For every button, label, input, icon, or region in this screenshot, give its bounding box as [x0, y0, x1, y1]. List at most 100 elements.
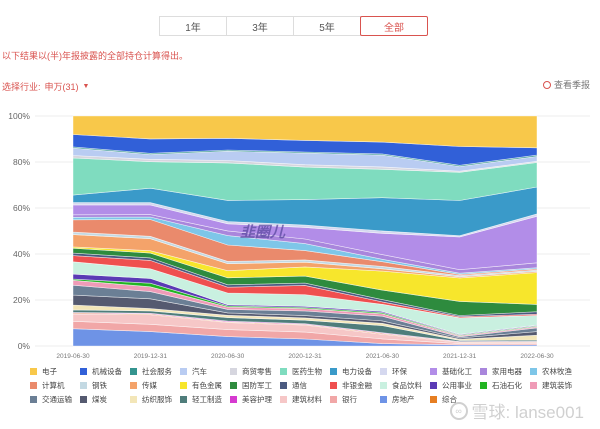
- legend-swatch: [480, 382, 487, 389]
- legend-swatch: [430, 396, 437, 403]
- legend-swatch: [180, 368, 187, 375]
- legend-swatch: [380, 396, 387, 403]
- site-watermark: ∞ 雪球: lanse001: [449, 398, 584, 423]
- legend-item[interactable]: 非银金融: [330, 380, 380, 391]
- legend-swatch: [230, 368, 237, 375]
- area-series: [72, 115, 538, 149]
- legend-item[interactable]: 轻工制造: [180, 394, 230, 405]
- legend-item[interactable]: 环保: [380, 366, 430, 377]
- notice-text: 以下结果以(半)年报披露的全部持仓计算得出。: [2, 51, 188, 61]
- legend-label: 商贸零售: [242, 367, 272, 376]
- x-tick-label: 2021-12-31: [443, 353, 477, 360]
- legend-label: 汽车: [192, 367, 207, 376]
- xueqiu-logo-icon: ∞: [449, 401, 468, 420]
- legend-label: 综合: [442, 395, 457, 404]
- legend-item[interactable]: 房地产: [380, 394, 430, 405]
- legend-label: 医药生物: [292, 367, 322, 376]
- tab-all[interactable]: 全部: [360, 16, 428, 36]
- legend-swatch: [80, 396, 87, 403]
- legend-label: 传媒: [142, 381, 157, 390]
- y-tick-label: 80%: [13, 157, 30, 167]
- legend-swatch: [180, 396, 187, 403]
- legend-label: 煤炭: [92, 395, 107, 404]
- legend-item[interactable]: 石油石化: [480, 380, 530, 391]
- industry-selector[interactable]: 选择行业: 申万(31) ▼: [2, 80, 89, 93]
- legend-item[interactable]: 通信: [280, 380, 330, 391]
- y-tick-label: 60%: [13, 203, 30, 213]
- report-toggle-label: 查看季报: [553, 80, 590, 90]
- legend-swatch: [280, 396, 287, 403]
- legend-item[interactable]: 汽车: [180, 366, 230, 377]
- legend-swatch: [180, 382, 187, 389]
- radio-icon[interactable]: [542, 80, 551, 89]
- legend-swatch: [330, 382, 337, 389]
- legend-swatch: [230, 382, 237, 389]
- period-tabs: 1年 3年 5年 全部: [159, 16, 428, 36]
- legend-swatch: [480, 368, 487, 375]
- legend-swatch: [330, 396, 337, 403]
- legend-item[interactable]: 社会服务: [130, 366, 180, 377]
- legend-label: 计算机: [42, 381, 65, 390]
- legend-item[interactable]: 综合: [430, 394, 480, 405]
- legend-label: 农林牧渔: [542, 367, 572, 376]
- legend-item[interactable]: 银行: [330, 394, 380, 405]
- legend-item[interactable]: 传媒: [130, 380, 180, 391]
- legend-item[interactable]: 有色金属: [180, 380, 230, 391]
- legend-swatch: [280, 368, 287, 375]
- legend-swatch: [130, 396, 137, 403]
- legend-item[interactable]: 电力设备: [330, 366, 380, 377]
- legend-item[interactable]: 机械设备: [80, 366, 130, 377]
- legend-label: 美容护理: [242, 395, 272, 404]
- y-tick-label: 40%: [13, 249, 30, 259]
- legend-label: 建筑装饰: [542, 381, 572, 390]
- legend-label: 基础化工: [442, 367, 472, 376]
- legend-item[interactable]: 商贸零售: [230, 366, 280, 377]
- legend-item[interactable]: 基础化工: [430, 366, 480, 377]
- legend-item[interactable]: 家用电器: [480, 366, 530, 377]
- x-tick-label: 2022-06-30: [520, 353, 554, 360]
- legend-swatch: [380, 368, 387, 375]
- report-toggle[interactable]: 查看季报: [542, 78, 590, 91]
- legend-label: 石油石化: [492, 381, 522, 390]
- legend-item[interactable]: 食品饮料: [380, 380, 430, 391]
- legend-item[interactable]: 农林牧渔: [530, 366, 580, 377]
- legend-item[interactable]: 医药生物: [280, 366, 330, 377]
- legend-swatch: [80, 382, 87, 389]
- industry-value[interactable]: 申万(31): [44, 82, 79, 92]
- legend-swatch: [380, 382, 387, 389]
- legend-item[interactable]: 电子: [30, 366, 80, 377]
- legend-swatch: [30, 382, 37, 389]
- x-tick-label: 2019-06-30: [56, 353, 90, 360]
- legend-item[interactable]: 建筑材料: [280, 394, 330, 405]
- chart-legend: 电子 机械设备 社会服务 汽车 商贸零售 医药生物 电力设备 环保 基础化工 家用电器 农林牧渔计算…: [30, 366, 580, 405]
- caret-down-icon[interactable]: ▼: [82, 83, 90, 90]
- legend-swatch: [80, 368, 87, 375]
- legend-item[interactable]: 公用事业: [430, 380, 480, 391]
- legend-item[interactable]: 计算机: [30, 380, 80, 391]
- legend-label: 通信: [292, 381, 307, 390]
- legend-item[interactable]: 纺织服饰: [130, 394, 180, 405]
- tab-1y[interactable]: 1年: [159, 16, 227, 36]
- legend-item[interactable]: 煤炭: [80, 394, 130, 405]
- y-tick-label: 20%: [13, 295, 30, 305]
- legend-label: 钢铁: [92, 381, 107, 390]
- legend-swatch: [530, 368, 537, 375]
- legend-label: 家用电器: [492, 367, 522, 376]
- legend-label: 轻工制造: [192, 395, 222, 404]
- legend-item[interactable]: 建筑装饰: [530, 380, 580, 391]
- legend-item[interactable]: 国防军工: [230, 380, 280, 391]
- legend-label: 公用事业: [442, 381, 472, 390]
- legend-item[interactable]: 美容护理: [230, 394, 280, 405]
- legend-label: 机械设备: [92, 367, 122, 376]
- tab-5y[interactable]: 5年: [293, 16, 361, 36]
- legend-swatch: [130, 382, 137, 389]
- watermark-text: 雪球: lanse001: [471, 403, 584, 422]
- x-tick-label: 2020-06-30: [211, 353, 245, 360]
- legend-label: 房地产: [392, 395, 415, 404]
- y-tick-label: 100%: [8, 111, 30, 121]
- legend-label: 有色金属: [192, 381, 222, 390]
- legend-item[interactable]: 交通运输: [30, 394, 80, 405]
- tab-3y[interactable]: 3年: [226, 16, 294, 36]
- legend-item[interactable]: 钢铁: [80, 380, 130, 391]
- legend-swatch: [530, 382, 537, 389]
